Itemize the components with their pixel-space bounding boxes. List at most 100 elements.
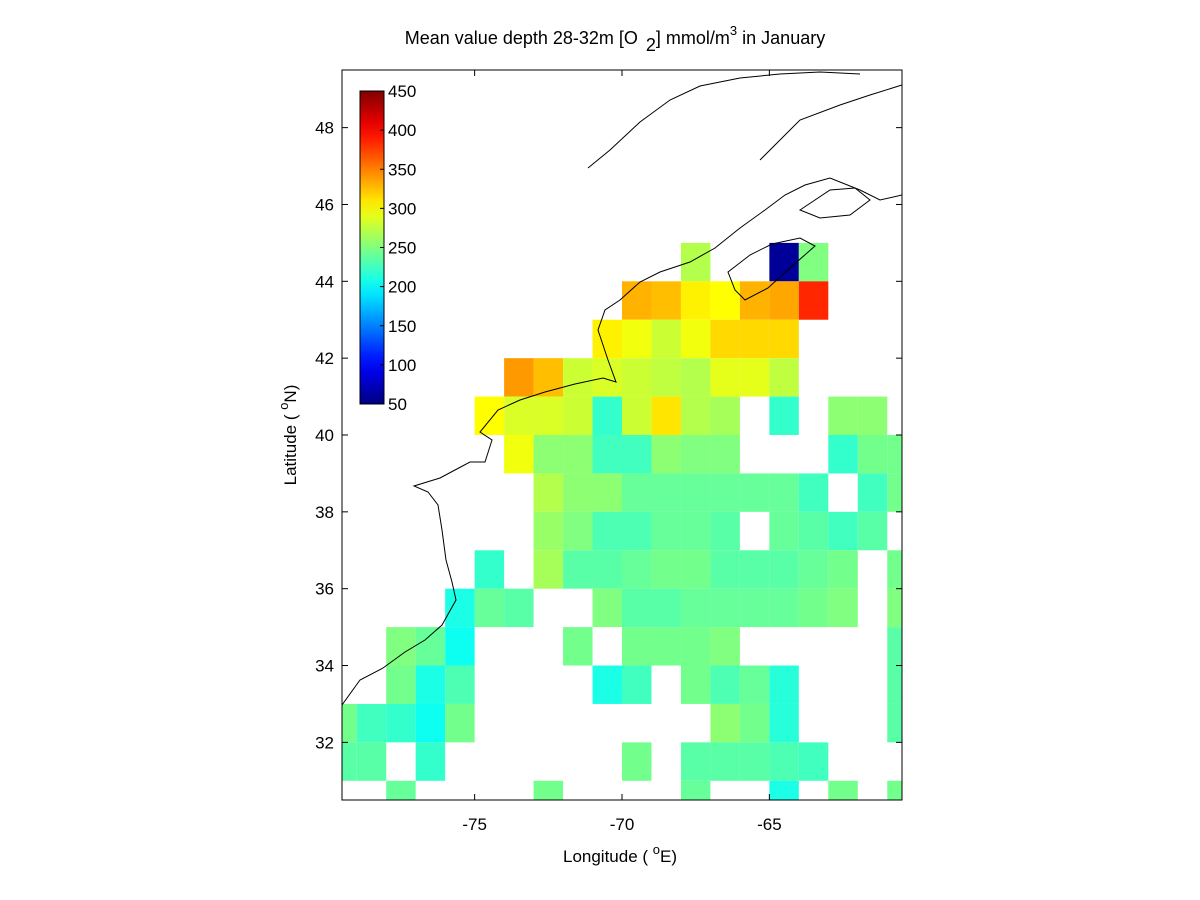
colorbar-tick-label: 100 [388, 356, 416, 375]
cell [504, 435, 534, 474]
cell [857, 511, 888, 551]
heatmap-cells [342, 242, 902, 800]
cell [622, 281, 652, 320]
cell [769, 242, 799, 282]
cell [651, 281, 681, 320]
cell [563, 550, 593, 589]
cell [533, 780, 564, 800]
cell [887, 435, 902, 474]
cell [504, 396, 534, 435]
y-tick-label: 36 [315, 580, 334, 599]
cell [680, 396, 711, 435]
y-tick-label: 42 [315, 349, 334, 368]
cell [474, 396, 505, 435]
cell [769, 319, 799, 359]
cell [415, 665, 446, 704]
cell [563, 358, 593, 397]
cell [710, 435, 740, 474]
cell [622, 396, 652, 435]
cell [533, 358, 564, 397]
cell [680, 473, 711, 512]
cell [710, 742, 740, 781]
cell [857, 396, 888, 435]
cell [622, 435, 652, 474]
cell [445, 703, 475, 743]
cell [798, 588, 829, 628]
cell [769, 473, 799, 512]
cell [739, 665, 770, 704]
cell [887, 550, 902, 589]
cell [680, 511, 711, 551]
cell [342, 742, 357, 781]
cell [739, 319, 770, 359]
cell [887, 627, 902, 666]
cell [563, 473, 593, 512]
cell [769, 511, 799, 551]
cell [651, 473, 681, 512]
cell [622, 319, 652, 359]
x-tick-label: -70 [610, 815, 635, 834]
cell [342, 703, 357, 743]
cell [769, 665, 799, 704]
x-tick-label: -75 [462, 815, 487, 834]
cell [651, 550, 681, 589]
cell [651, 588, 681, 628]
cell [680, 281, 711, 320]
cell [622, 358, 652, 397]
cell [739, 281, 770, 320]
cell [769, 588, 799, 628]
cell [828, 435, 858, 474]
colorbar-tick-label: 250 [388, 239, 416, 258]
cell [415, 742, 446, 781]
cell [680, 319, 711, 359]
colorbar-tick-label: 300 [388, 199, 416, 218]
cell [563, 627, 593, 666]
cell [386, 627, 416, 666]
cell [415, 627, 446, 666]
cell [828, 396, 858, 435]
cell [622, 588, 652, 628]
cell [857, 473, 888, 512]
cell [739, 550, 770, 589]
cell [710, 281, 740, 320]
cell [769, 742, 799, 781]
cell [592, 665, 622, 704]
cell [739, 703, 770, 743]
cell [887, 473, 902, 512]
cell [622, 627, 652, 666]
cell [622, 665, 652, 704]
cell [739, 473, 770, 512]
colorbar-tick-label: 200 [388, 278, 416, 297]
cell [504, 588, 534, 628]
cell [710, 703, 740, 743]
cell [680, 665, 711, 704]
cell [356, 703, 387, 743]
cell [592, 358, 622, 397]
cell [622, 511, 652, 551]
cell [828, 588, 858, 628]
coastline [342, 71, 902, 706]
cell [386, 780, 416, 800]
cell [533, 550, 564, 589]
cell [592, 511, 622, 551]
cell [563, 511, 593, 551]
cell [680, 550, 711, 589]
cell [798, 473, 829, 512]
cell [504, 358, 534, 397]
cell [680, 358, 711, 397]
x-tick-label: -65 [757, 815, 782, 834]
cell [710, 588, 740, 628]
cell [533, 435, 564, 474]
cell [386, 703, 416, 743]
colorbar-tick-label: 350 [388, 160, 416, 179]
cell [680, 242, 711, 282]
cell [563, 396, 593, 435]
cell [533, 473, 564, 512]
cell [592, 588, 622, 628]
cell [828, 511, 858, 551]
cell [622, 742, 652, 781]
y-tick-label: 44 [315, 272, 334, 291]
colorbar-tick-label: 50 [388, 395, 407, 414]
chart-title: Mean value depth 28-32m [O 2] mmol/m3 in … [405, 23, 825, 55]
